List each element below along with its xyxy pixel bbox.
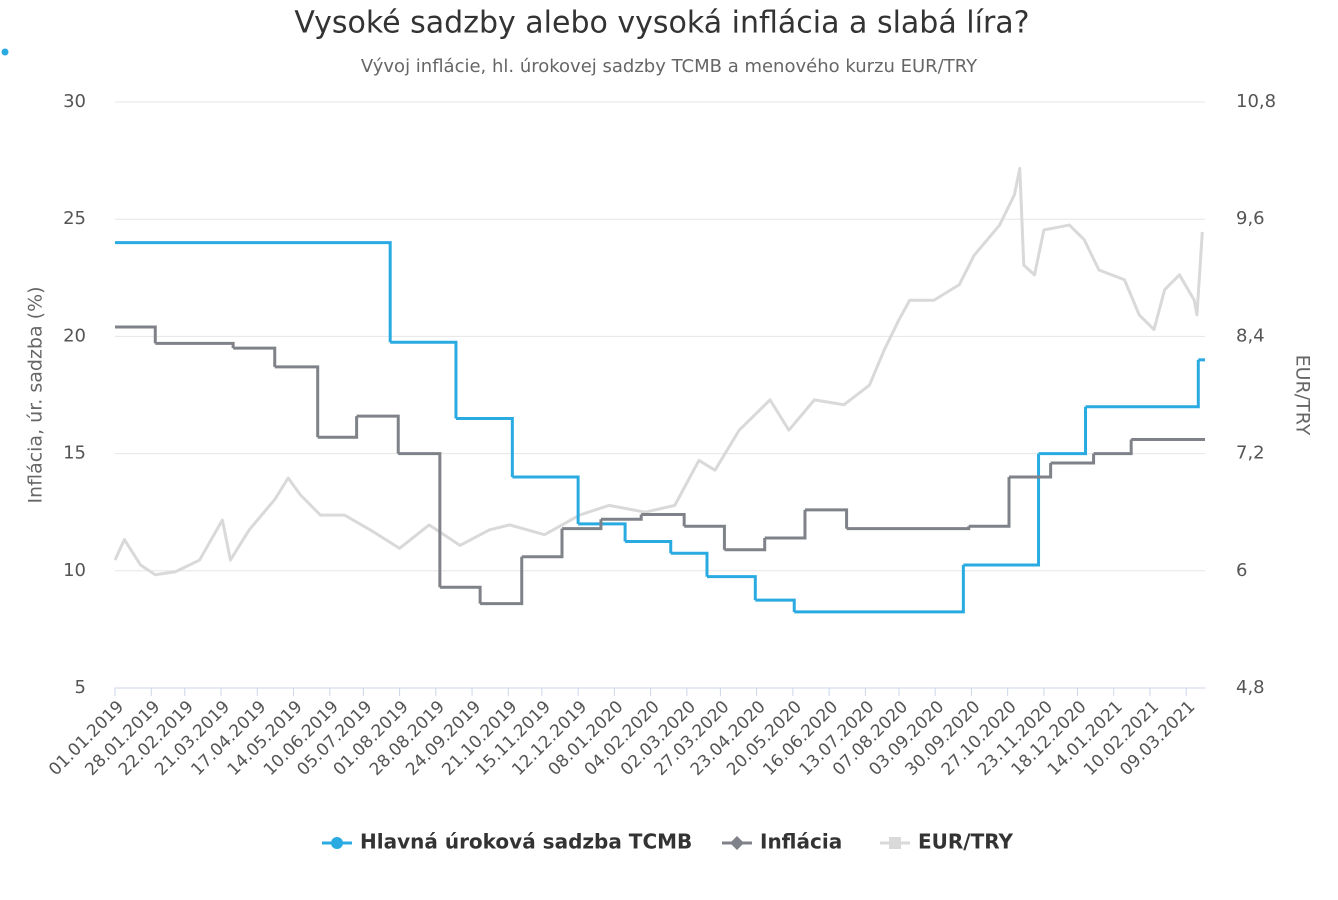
legend-item: EUR/TRY xyxy=(880,830,1014,854)
step-segment xyxy=(115,325,157,344)
legend-marker xyxy=(730,836,744,850)
step-segment xyxy=(764,509,807,540)
y2-tick-label: 7,2 xyxy=(1236,443,1265,464)
y2-tick-label: 8,4 xyxy=(1236,325,1265,346)
legend-label: Hlavná úroková sadzba TCMB xyxy=(360,830,692,854)
chart-subtitle: Vývoj inflácie, hl. úrokovej sadzby TCMB… xyxy=(361,56,978,77)
legend-item: Hlavná úroková sadzba TCMB xyxy=(322,830,692,854)
step-segment xyxy=(1009,462,1053,479)
step-segment xyxy=(670,551,709,577)
step-segment xyxy=(755,598,796,612)
legend-label: Inflácia xyxy=(760,830,842,854)
y-axis-title: Inflácia, úr. sadzba (%) xyxy=(25,286,47,503)
step-segment xyxy=(794,564,965,614)
step-segment xyxy=(804,508,849,529)
y-tick-label: 15 xyxy=(63,443,86,464)
y2-axis-title: EUR/TRY xyxy=(1292,355,1314,436)
y2-tick-label: 4,8 xyxy=(1236,677,1265,698)
legend-item: Inflácia xyxy=(722,830,842,854)
step-segment xyxy=(706,575,757,601)
y-tick-label: 10 xyxy=(63,560,86,581)
y2-tick-label: 10,8 xyxy=(1236,91,1276,112)
chart-title: Vysoké sadzby alebo vysoká inflácia a sl… xyxy=(294,6,1029,41)
step-segment xyxy=(455,416,514,478)
y2-tick-label: 9,6 xyxy=(1236,208,1265,229)
y2-tick-label: 6 xyxy=(1236,560,1247,581)
step-segment xyxy=(1085,359,1200,409)
step-segment xyxy=(1038,406,1088,456)
step-segment xyxy=(115,241,392,343)
step-segment xyxy=(274,365,320,438)
step-segment xyxy=(233,346,277,367)
legend-marker xyxy=(889,837,901,849)
legend-marker xyxy=(331,837,343,849)
step-segment xyxy=(155,341,235,349)
step-segment xyxy=(684,524,726,550)
step-segment xyxy=(1093,439,1133,456)
step-segment xyxy=(1050,453,1096,465)
step-segment xyxy=(356,414,400,454)
decoration-dot xyxy=(1,48,9,56)
legend-label: EUR/TRY xyxy=(918,830,1014,854)
y-tick-label: 30 xyxy=(63,91,86,112)
step-segment xyxy=(625,540,673,554)
step-segment xyxy=(641,513,686,527)
step-segment xyxy=(512,475,580,524)
step-segment xyxy=(562,519,603,531)
step-segment xyxy=(398,452,442,588)
y-tick-label: 5 xyxy=(75,677,86,698)
step-segment xyxy=(846,526,971,531)
step-segment xyxy=(724,537,767,552)
step-segment xyxy=(600,514,643,521)
step-segment xyxy=(963,453,1041,567)
step-segment xyxy=(968,477,1011,528)
series-line xyxy=(113,166,1204,577)
step-segment xyxy=(480,556,524,606)
y-tick-label: 25 xyxy=(63,208,86,229)
step-segment xyxy=(578,522,627,542)
step-segment xyxy=(317,416,359,439)
step-segment xyxy=(439,585,482,604)
step-segment xyxy=(521,528,564,559)
step-segment xyxy=(390,340,458,419)
y-tick-label: 20 xyxy=(63,325,86,346)
